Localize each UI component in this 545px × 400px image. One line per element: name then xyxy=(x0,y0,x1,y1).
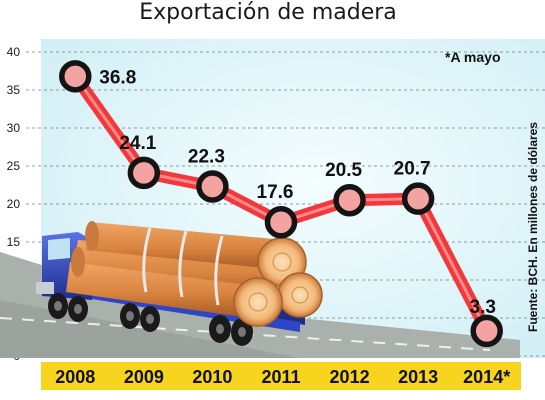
data-labels: 36.8 24.1 22.3 17.6 20.5 20.7 3.3 xyxy=(99,67,496,318)
y-tick-label: 15 xyxy=(7,235,21,249)
data-label: 17.6 xyxy=(257,182,294,203)
x-category-label: 2010 xyxy=(192,367,232,387)
data-label: 20.5 xyxy=(325,160,362,181)
x-category-label: 2013 xyxy=(398,367,438,387)
data-label: 36.8 xyxy=(99,67,136,88)
category-band xyxy=(41,362,521,390)
x-category-label: 2014* xyxy=(463,367,510,387)
x-category-label: 2009 xyxy=(124,367,164,387)
data-point xyxy=(264,205,298,239)
x-category-label: 2008 xyxy=(55,367,95,387)
y-tick-label: 35 xyxy=(7,83,21,97)
x-category-label: 2011 xyxy=(261,367,300,387)
data-markers xyxy=(59,60,503,348)
data-label: 24.1 xyxy=(119,133,156,154)
log-truck-illustration xyxy=(36,221,323,346)
data-point xyxy=(127,156,161,190)
chart-note: *A mayo xyxy=(445,49,501,65)
data-point xyxy=(196,170,229,203)
x-category-label: 2012 xyxy=(330,367,370,387)
data-label: 3.3 xyxy=(470,297,496,318)
data-point xyxy=(470,314,503,348)
y-tick-label: 25 xyxy=(7,159,21,173)
y-tick-label: 20 xyxy=(7,197,21,211)
data-point xyxy=(333,183,366,217)
data-point xyxy=(59,60,92,93)
chart-title: Exportación de madera xyxy=(139,0,397,25)
y-tick-label: 30 xyxy=(7,121,21,135)
x-axis-categories: 2008 2009 2010 2011 2012 2013 2014* xyxy=(55,367,510,387)
data-point xyxy=(401,182,435,215)
y-tick-label: 40 xyxy=(7,45,21,59)
data-label: 22.3 xyxy=(188,147,225,168)
chart-source: Fuente: BCH. En millones de dólares xyxy=(526,122,540,332)
data-label: 20.7 xyxy=(394,159,431,180)
